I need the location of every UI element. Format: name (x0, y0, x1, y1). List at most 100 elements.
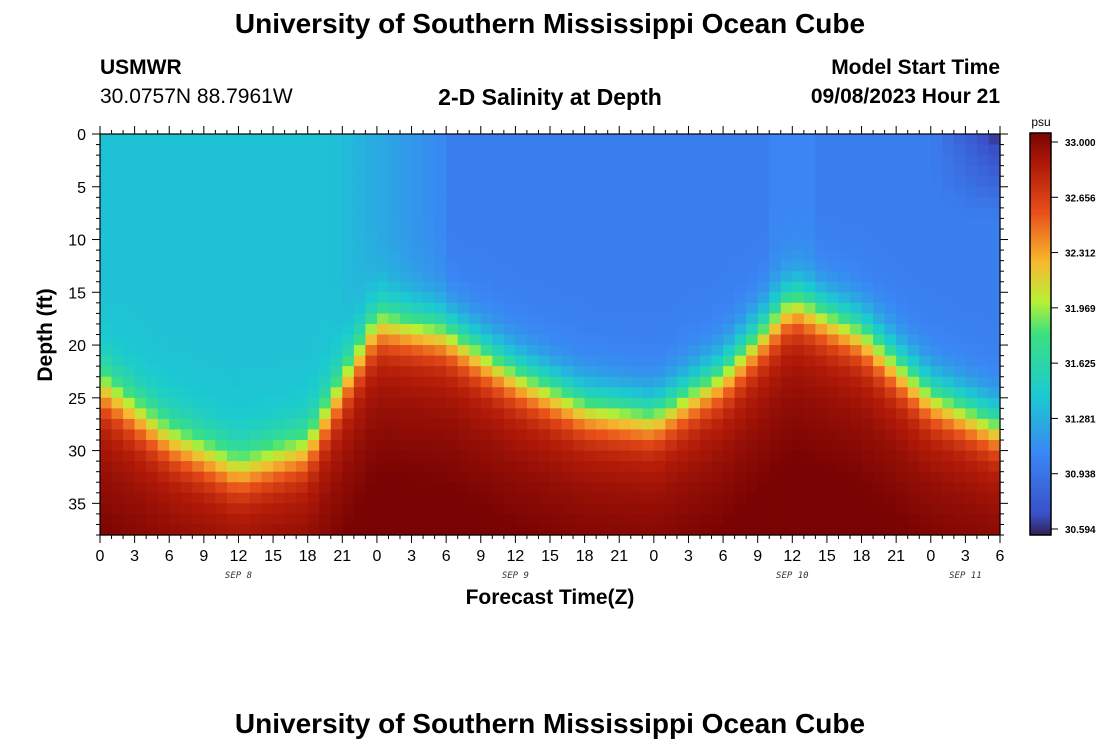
heatmap-cell (157, 197, 170, 209)
heatmap-cell (907, 429, 920, 441)
heatmap-cell (873, 397, 886, 409)
heatmap-cell (203, 302, 216, 314)
heatmap-cell (307, 302, 320, 314)
heatmap-cell (157, 440, 170, 452)
heatmap-cell (711, 450, 724, 462)
heatmap-cell (896, 239, 909, 251)
heatmap-cell (203, 418, 216, 431)
heatmap-cell (780, 366, 793, 378)
heatmap-cell (446, 492, 459, 504)
heatmap-cell (965, 292, 978, 304)
heatmap-cell (642, 218, 655, 230)
heatmap-cells (100, 134, 1001, 536)
heatmap-cell (953, 503, 966, 515)
heatmap-cell (146, 239, 159, 251)
heatmap-cell (746, 524, 759, 536)
heatmap-cell (826, 218, 840, 230)
heatmap-cell (123, 165, 136, 177)
heatmap-cell (111, 429, 124, 441)
heatmap-cell (400, 345, 413, 357)
heatmap-cell (896, 218, 909, 230)
heatmap-cell (630, 250, 643, 262)
heatmap-cell (815, 408, 828, 420)
heatmap-cell (515, 355, 528, 367)
heatmap-cell (573, 144, 586, 156)
heatmap-cell (757, 492, 770, 504)
heatmap-cell (907, 144, 920, 156)
heatmap-cell (538, 345, 551, 357)
heatmap-cell (111, 207, 124, 220)
heatmap-cell (769, 155, 782, 167)
heatmap-cell (538, 492, 551, 504)
heatmap-cell (480, 450, 493, 462)
heatmap-cell (746, 155, 759, 167)
heatmap-cell (596, 292, 609, 304)
heatmap-cell (873, 144, 886, 156)
heatmap-cell (907, 450, 920, 462)
heatmap-cell (896, 355, 909, 367)
heatmap-cell (907, 186, 920, 198)
heatmap-cell (607, 524, 620, 536)
heatmap-cell (515, 239, 528, 251)
heatmap-cell (711, 292, 724, 304)
heatmap-cell (746, 440, 759, 452)
heatmap-cell (803, 334, 816, 346)
heatmap-cell (492, 313, 505, 325)
heatmap-cell (896, 155, 909, 167)
heatmap-cell (723, 155, 736, 167)
heatmap-cell (896, 292, 909, 304)
heatmap-cell (676, 134, 690, 146)
heatmap-cell (803, 176, 816, 188)
heatmap-cell (907, 471, 920, 483)
heatmap-cell (157, 429, 170, 441)
heatmap-cell (746, 334, 759, 346)
heatmap-cell (457, 281, 470, 293)
heatmap-cell (353, 144, 366, 156)
heatmap-cell (746, 218, 759, 230)
heatmap-cell (815, 207, 828, 220)
heatmap-cell (896, 197, 909, 209)
heatmap-cell (907, 271, 920, 283)
heatmap-cell (469, 313, 482, 325)
heatmap-cell (400, 313, 413, 325)
heatmap-cell (780, 207, 793, 220)
heatmap-cell (100, 450, 113, 462)
heatmap-cell (180, 218, 193, 230)
heatmap-cell (688, 292, 701, 304)
heatmap-cell (596, 218, 609, 230)
heatmap-cell (365, 281, 378, 293)
heatmap-cell (319, 345, 332, 357)
heatmap-cell (919, 218, 932, 230)
heatmap-cell (700, 408, 713, 420)
heatmap-cell (134, 503, 147, 515)
heatmap-cell (423, 492, 436, 504)
heatmap-cell (734, 302, 747, 314)
heatmap-cell (226, 155, 240, 167)
heatmap-cell (284, 440, 297, 452)
heatmap-cell (284, 228, 297, 241)
heatmap-cell (238, 260, 251, 272)
heatmap-cell (619, 228, 632, 241)
x-axis-label: Forecast Time(Z) (466, 586, 635, 609)
heatmap-cell (376, 429, 390, 441)
heatmap-cell (273, 418, 286, 431)
heatmap-cell (769, 524, 782, 536)
heatmap-cell (365, 376, 378, 388)
heatmap-cell (503, 281, 516, 293)
heatmap-cell (573, 492, 586, 504)
heatmap-cell (607, 144, 620, 156)
heatmap-cell (746, 186, 759, 198)
heatmap-cell (884, 228, 897, 241)
heatmap-cell (573, 186, 586, 198)
heatmap-cell (930, 197, 943, 209)
heatmap-cell (850, 313, 863, 325)
heatmap-cell (734, 197, 747, 209)
heatmap-cell (457, 250, 470, 262)
heatmap-cell (769, 334, 782, 346)
heatmap-cell (250, 408, 263, 420)
heatmap-cell (746, 408, 759, 420)
heatmap-cell (457, 144, 470, 156)
heatmap-cell (319, 302, 332, 314)
heatmap-cell (203, 250, 216, 262)
heatmap-cell (180, 334, 193, 346)
